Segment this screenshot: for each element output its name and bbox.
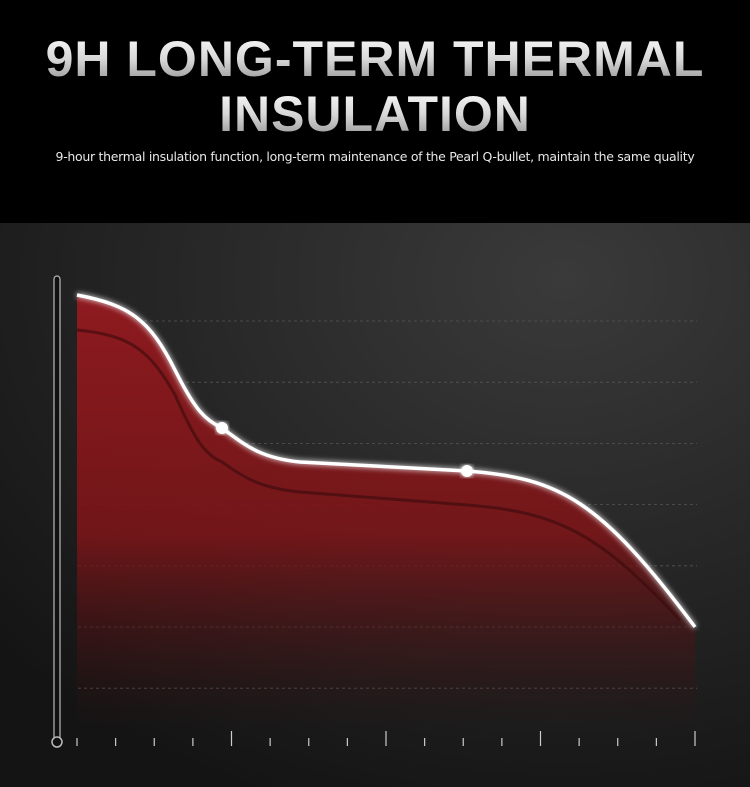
area (77, 295, 695, 730)
curve (76, 293, 697, 629)
subtitle: 9-hour thermal insulation function, long… (55, 149, 695, 164)
illustration (0, 223, 750, 787)
point (216, 422, 228, 434)
title-line: INSULATION (0, 86, 750, 142)
thermometer (53, 275, 61, 741)
title-line: 9H LONG-TERM THERMAL (0, 31, 750, 87)
header: 9H LONG-TERM THERMAL INSULATION 9-hour t… (0, 0, 750, 223)
point (461, 465, 473, 477)
ticks (76, 731, 696, 746)
shadow-curve (76, 328, 682, 622)
thermometer-bulb (51, 736, 63, 748)
